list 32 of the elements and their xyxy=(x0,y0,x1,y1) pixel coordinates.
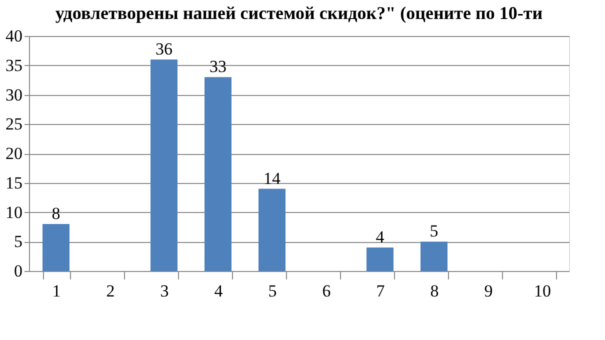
bar xyxy=(150,60,178,271)
x-tick-label: 10 xyxy=(534,282,551,300)
data-label: 5 xyxy=(430,222,438,241)
x-tick-label: 4 xyxy=(214,282,224,300)
chart-title: удовлетворены нашей системой скидок?" (оцените по 10-ти xyxy=(55,3,543,23)
x-tick-label: 7 xyxy=(376,282,386,300)
x-tick-label: 2 xyxy=(106,282,115,300)
y-tick-label: 40 xyxy=(6,26,22,46)
bar xyxy=(258,188,286,271)
y-tick-label: 35 xyxy=(6,56,22,75)
data-label: 14 xyxy=(264,168,281,188)
y-tick-label: 20 xyxy=(6,144,22,163)
y-tick-label: 0 xyxy=(14,262,22,280)
y-tick-label: 25 xyxy=(6,114,22,134)
bar xyxy=(420,242,448,271)
y-tick-label: 5 xyxy=(14,232,22,252)
x-tick-label: 8 xyxy=(430,282,439,300)
x-tick-label: 6 xyxy=(322,282,331,300)
x-tick-label: 5 xyxy=(268,282,277,300)
x-tick-label: 3 xyxy=(160,282,169,300)
x-tick-label: 1 xyxy=(52,282,61,300)
bar xyxy=(204,77,232,271)
y-tick-label: 15 xyxy=(6,173,22,192)
data-label: 4 xyxy=(376,228,385,246)
y-tick-label: 10 xyxy=(6,202,22,222)
bar xyxy=(42,224,70,271)
x-tick-label: 9 xyxy=(484,282,493,300)
data-label: 36 xyxy=(156,40,172,58)
data-label: 8 xyxy=(52,204,60,223)
y-tick-label: 30 xyxy=(6,85,22,104)
bar xyxy=(366,248,394,271)
data-label: 33 xyxy=(210,57,226,76)
